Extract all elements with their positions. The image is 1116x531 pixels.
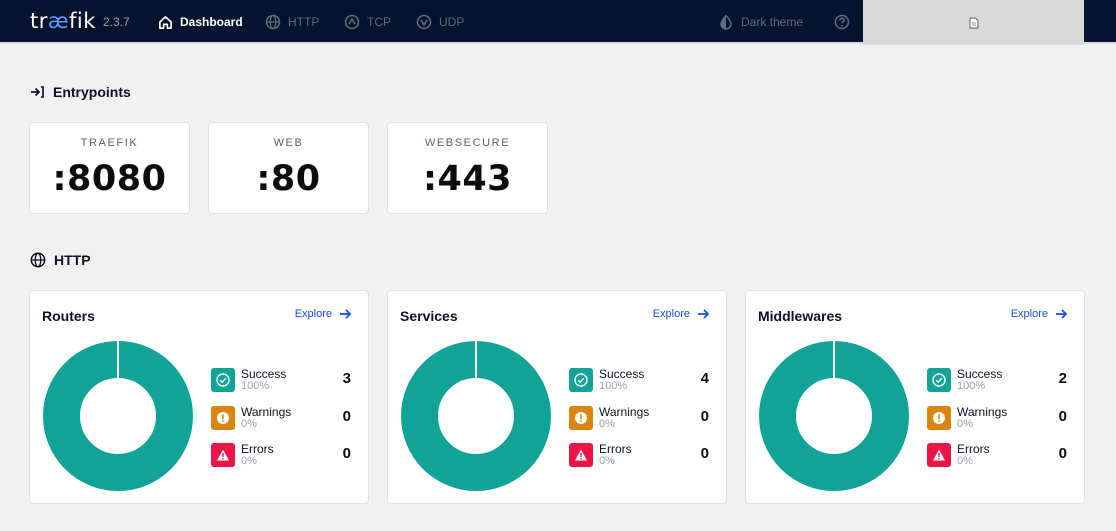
success-icon (211, 368, 235, 392)
stat-success: Success 100% 4 (569, 366, 709, 396)
stat-errors: Errors 0% 0 (211, 441, 351, 471)
home-icon (159, 15, 172, 29)
globe-icon (30, 252, 46, 268)
help-icon (834, 14, 850, 30)
entrypoint-port: :443 (422, 159, 513, 199)
entrypoint-port: :80 (256, 159, 321, 199)
http-heading: HTTP (30, 252, 91, 268)
entrypoint-name: TRAEFIK (80, 137, 139, 149)
udp-icon (416, 14, 432, 30)
error-icon (211, 443, 235, 467)
tcp-icon (344, 14, 360, 30)
stat-warnings: Warnings 0% 0 (211, 404, 351, 434)
warning-icon (927, 406, 951, 430)
entrypoints-heading: Entrypoints (30, 84, 131, 100)
theme-drop-icon (720, 14, 732, 30)
nav-tcp[interactable]: TCP (344, 12, 391, 32)
stat-success: Success 100% 3 (211, 366, 351, 396)
card-title: Routers (42, 308, 95, 324)
routers-card: Routers Explore Success 100% 3 Warnings … (29, 290, 369, 504)
entrypoint-arrow-icon (31, 86, 44, 98)
warning-icon (211, 406, 235, 430)
nav-http[interactable]: HTTP (265, 12, 319, 32)
card-title: Middlewares (758, 308, 843, 324)
entrypoint-card-websecure: WEBSECURE :443 (387, 122, 548, 214)
stat-warnings: Warnings 0% 0 (927, 404, 1067, 434)
status-donut-chart (401, 341, 551, 491)
traefik-logo[interactable]: træfik (30, 9, 96, 33)
services-card: Services Explore Success 100% 4 Warnings… (387, 290, 727, 504)
nav-udp[interactable]: UDP (416, 12, 464, 32)
placeholder-panel (863, 0, 1084, 45)
status-donut-chart (759, 341, 909, 491)
top-navbar: træfik 2.3.7 Dashboard HTTP TCP UDP Dark… (0, 0, 1116, 45)
arrow-right-icon (698, 309, 710, 319)
dark-theme-toggle[interactable]: Dark theme (718, 12, 803, 32)
globe-icon (265, 14, 281, 30)
entrypoint-port: :8080 (52, 159, 167, 199)
nav-dashboard[interactable]: Dashboard (158, 12, 243, 32)
explore-link[interactable]: Explore (1011, 308, 1068, 320)
status-donut-chart (43, 341, 193, 491)
stat-warnings: Warnings 0% 0 (569, 404, 709, 434)
help-button[interactable] (834, 12, 857, 32)
stat-errors: Errors 0% 0 (927, 441, 1067, 471)
arrow-right-icon (340, 309, 352, 319)
entrypoint-card-web: WEB :80 (208, 122, 369, 214)
stat-success: Success 100% 2 (927, 366, 1067, 396)
entrypoint-card-traefik: TRAEFIK :8080 (29, 122, 190, 214)
middlewares-card: Middlewares Explore Success 100% 2 Warni… (745, 290, 1085, 504)
card-title: Services (400, 308, 458, 324)
success-icon (569, 368, 593, 392)
entrypoint-name: WEB (273, 137, 304, 149)
error-icon (569, 443, 593, 467)
success-icon (927, 368, 951, 392)
broken-image-icon (969, 17, 978, 28)
arrow-right-icon (1056, 309, 1068, 319)
version-label: 2.3.7 (103, 15, 130, 29)
explore-link[interactable]: Explore (653, 308, 710, 320)
stat-errors: Errors 0% 0 (569, 441, 709, 471)
entrypoint-name: WEBSECURE (424, 137, 511, 149)
warning-icon (569, 406, 593, 430)
error-icon (927, 443, 951, 467)
explore-link[interactable]: Explore (295, 308, 352, 320)
